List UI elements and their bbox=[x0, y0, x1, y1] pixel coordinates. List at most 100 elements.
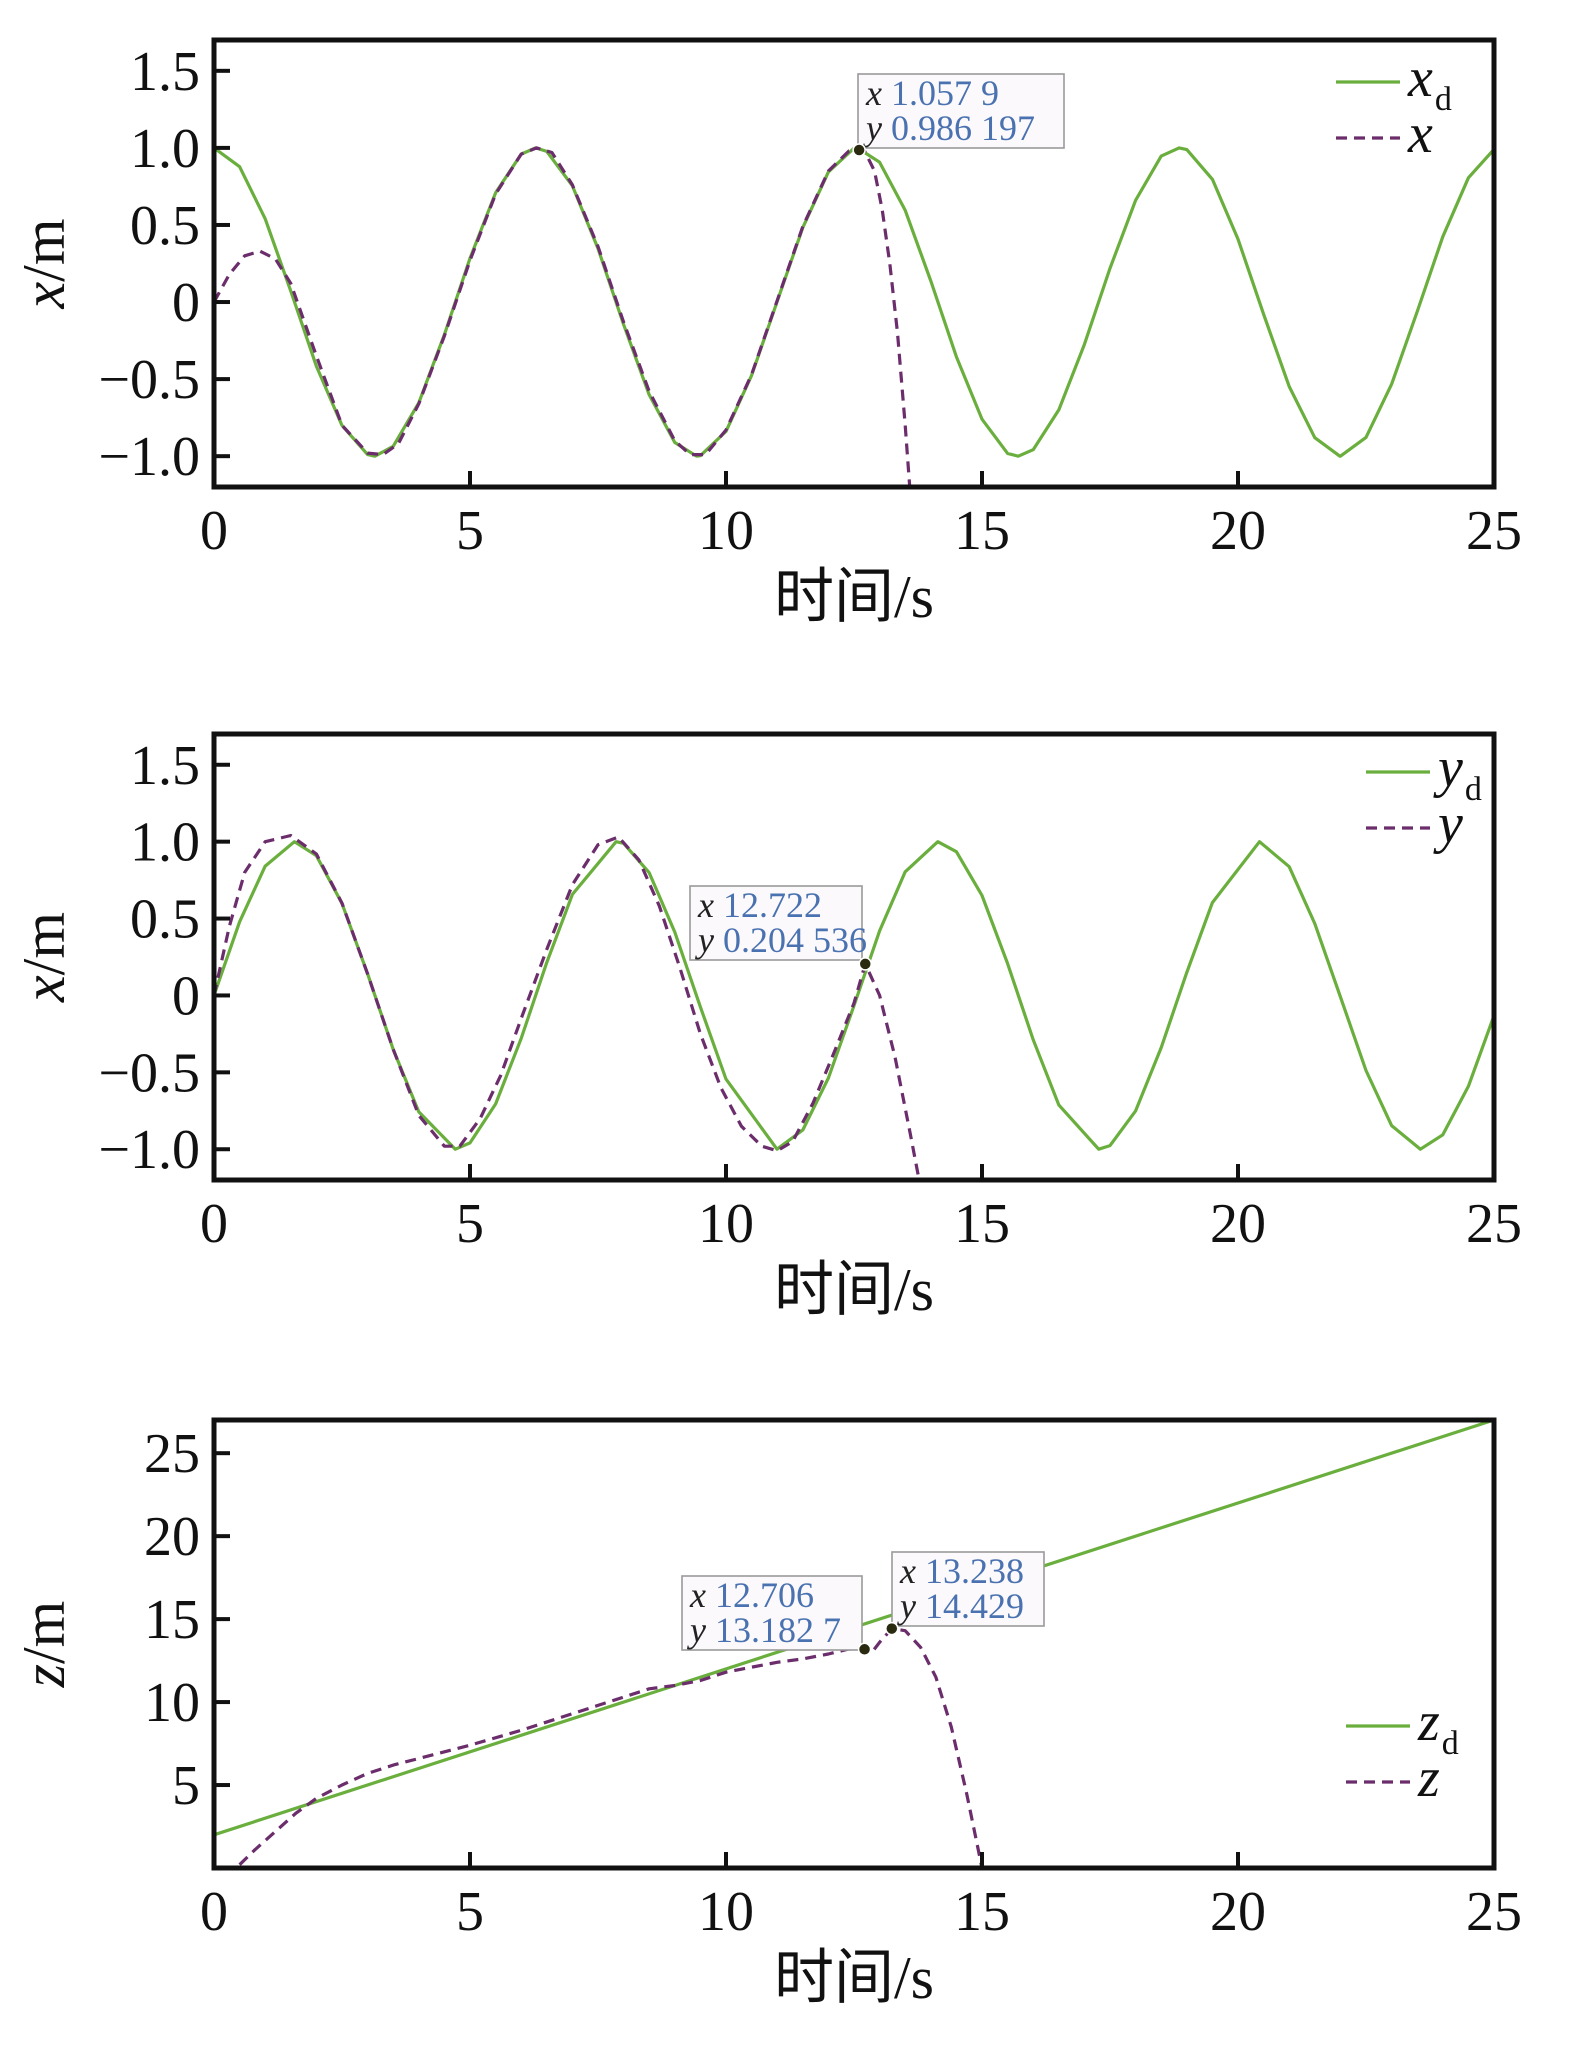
datatip-box bbox=[857, 73, 1065, 149]
datatip-box bbox=[681, 1575, 863, 1651]
datatip-y-row: y 0.204 536 bbox=[695, 920, 867, 960]
datatip-x-key: x bbox=[689, 1575, 715, 1615]
datatip-y-value: 0.204 536 bbox=[723, 920, 867, 960]
datatip-y-key: y bbox=[897, 1586, 925, 1626]
datatip-x-row: x 12.706 bbox=[689, 1575, 814, 1615]
y-axis-title: x/m bbox=[11, 912, 77, 1003]
y-tick-label: 0.5 bbox=[130, 889, 200, 951]
y-tick-label: 20 bbox=[144, 1506, 200, 1568]
y-axis-title: x/m bbox=[11, 219, 77, 310]
series-line-actual bbox=[214, 833, 921, 1180]
x-tick-label: 20 bbox=[1210, 1193, 1266, 1255]
legend-label-main: y bbox=[1433, 737, 1463, 799]
legend-label-main: x bbox=[1407, 47, 1433, 109]
y-axis-title-unit: /m bbox=[11, 1601, 77, 1664]
legend-label-main: z bbox=[1417, 1747, 1440, 1809]
x-tick-label: 5 bbox=[456, 1193, 484, 1255]
chart-panel-2: 0 5 10 15 20 251.51.00.50−0.5−1.0时间/sx/mydyx … bbox=[11, 731, 1522, 1323]
y-axis-title-unit: /m bbox=[11, 912, 77, 975]
plot-frame bbox=[211, 1417, 1497, 1871]
x-tick-label: 15 bbox=[954, 1193, 1010, 1255]
datatip-x-value: 12.706 bbox=[715, 1575, 814, 1615]
legend-label-actual: x bbox=[1407, 103, 1433, 165]
x-tick-label: 10 bbox=[698, 1193, 754, 1255]
y-tick-label: 0 bbox=[172, 272, 200, 334]
x-tick-label: 10 bbox=[698, 1881, 754, 1943]
y-tick-label: 5 bbox=[172, 1755, 200, 1817]
datatip-y-key: y bbox=[695, 920, 723, 960]
y-tick-label: −1.0 bbox=[98, 1119, 200, 1181]
legend-label-subscript: d bbox=[1465, 771, 1482, 808]
series-line-actual bbox=[214, 146, 912, 487]
legend-label-main: z bbox=[1417, 1691, 1440, 1753]
y-tick-label: 0 bbox=[172, 965, 200, 1027]
datatip-box bbox=[689, 885, 863, 961]
y-axis-title-variable: z bbox=[11, 1664, 77, 1688]
datatip-y-key: y bbox=[687, 1610, 715, 1650]
x-tick-label: 25 bbox=[1466, 500, 1522, 562]
y-axis-title-unit: /m bbox=[11, 219, 77, 282]
datatip-marker[interactable] bbox=[885, 1621, 899, 1636]
plot-frame bbox=[211, 37, 1497, 490]
datatip-y-value: 14.429 bbox=[925, 1586, 1024, 1626]
datatip-x-row: x 1.057 9 bbox=[865, 73, 999, 113]
datatip-y-key: y bbox=[863, 108, 891, 148]
plot-frame bbox=[211, 731, 1497, 1183]
x-tick-label: 0 bbox=[200, 500, 228, 562]
datatip-y-row: y 14.429 bbox=[897, 1586, 1024, 1626]
y-tick-label: 25 bbox=[144, 1423, 200, 1485]
x-tick-label: 20 bbox=[1210, 500, 1266, 562]
y-tick-label: 1.5 bbox=[130, 735, 200, 797]
legend-label-desired: xd bbox=[1407, 47, 1452, 118]
legend-label-subscript: d bbox=[1435, 81, 1452, 118]
y-tick-label: 1.0 bbox=[130, 118, 200, 180]
x-tick-label: 0 bbox=[200, 1881, 228, 1943]
y-tick-label: −0.5 bbox=[98, 349, 200, 411]
x-tick-label: 0 bbox=[200, 1193, 228, 1255]
x-axis-title: 时间/s bbox=[774, 1257, 934, 1323]
datatip-marker[interactable] bbox=[857, 1642, 872, 1657]
datatip-marker[interactable] bbox=[852, 143, 866, 157]
x-axis-title: 时间/s bbox=[774, 564, 934, 630]
y-tick-label: 15 bbox=[144, 1589, 200, 1651]
datatip-x-row: x 13.238 bbox=[899, 1551, 1024, 1591]
legend-label-main: x bbox=[1407, 103, 1433, 165]
datatip-x-key: x bbox=[865, 73, 891, 113]
legend-label-actual: z bbox=[1417, 1747, 1440, 1809]
x-axis-title: 时间/s bbox=[774, 1945, 934, 2011]
x-tick-label: 5 bbox=[456, 500, 484, 562]
datatip-y-row: y 0.986 197 bbox=[863, 108, 1035, 148]
legend-label-actual: y bbox=[1433, 793, 1463, 855]
x-tick-label: 15 bbox=[954, 500, 1010, 562]
datatip-y-row: y 13.182 7 bbox=[687, 1610, 841, 1650]
y-tick-label: 1.5 bbox=[130, 41, 200, 103]
legend-label-desired: zd bbox=[1417, 1691, 1459, 1762]
legend-label-desired: yd bbox=[1433, 737, 1482, 808]
legend-label-main: y bbox=[1433, 793, 1463, 855]
x-tick-label: 5 bbox=[456, 1881, 484, 1943]
y-axis-title-variable: x bbox=[11, 281, 77, 309]
datatip-marker[interactable] bbox=[858, 957, 873, 971]
datatip-box bbox=[891, 1551, 1045, 1627]
datatip-y-value: 0.986 197 bbox=[891, 108, 1035, 148]
x-tick-label: 25 bbox=[1466, 1193, 1522, 1255]
x-tick-label: 20 bbox=[1210, 1881, 1266, 1943]
x-tick-label: 25 bbox=[1466, 1881, 1522, 1943]
datatip-x-key: x bbox=[697, 885, 723, 925]
series-line-actual bbox=[238, 1626, 984, 1868]
chart-panel-1: 0 5 10 15 20 251.51.00.50−0.5−1.0时间/sx/mxdxx … bbox=[11, 37, 1522, 630]
datatip-x-row: x 12.722 bbox=[697, 885, 822, 925]
y-tick-label: 1.0 bbox=[130, 812, 200, 874]
legend-label-subscript: d bbox=[1442, 1725, 1459, 1762]
datatip-x-value: 12.722 bbox=[723, 885, 822, 925]
datatip-x-key: x bbox=[899, 1551, 925, 1591]
y-tick-label: −0.5 bbox=[98, 1042, 200, 1104]
y-tick-label: 10 bbox=[144, 1672, 200, 1734]
x-tick-label: 15 bbox=[954, 1881, 1010, 1943]
y-axis-title: z/m bbox=[11, 1601, 77, 1689]
datatip-x-value: 13.238 bbox=[925, 1551, 1024, 1591]
datatip-x-value: 1.057 9 bbox=[891, 73, 999, 113]
x-tick-label: 10 bbox=[698, 500, 754, 562]
